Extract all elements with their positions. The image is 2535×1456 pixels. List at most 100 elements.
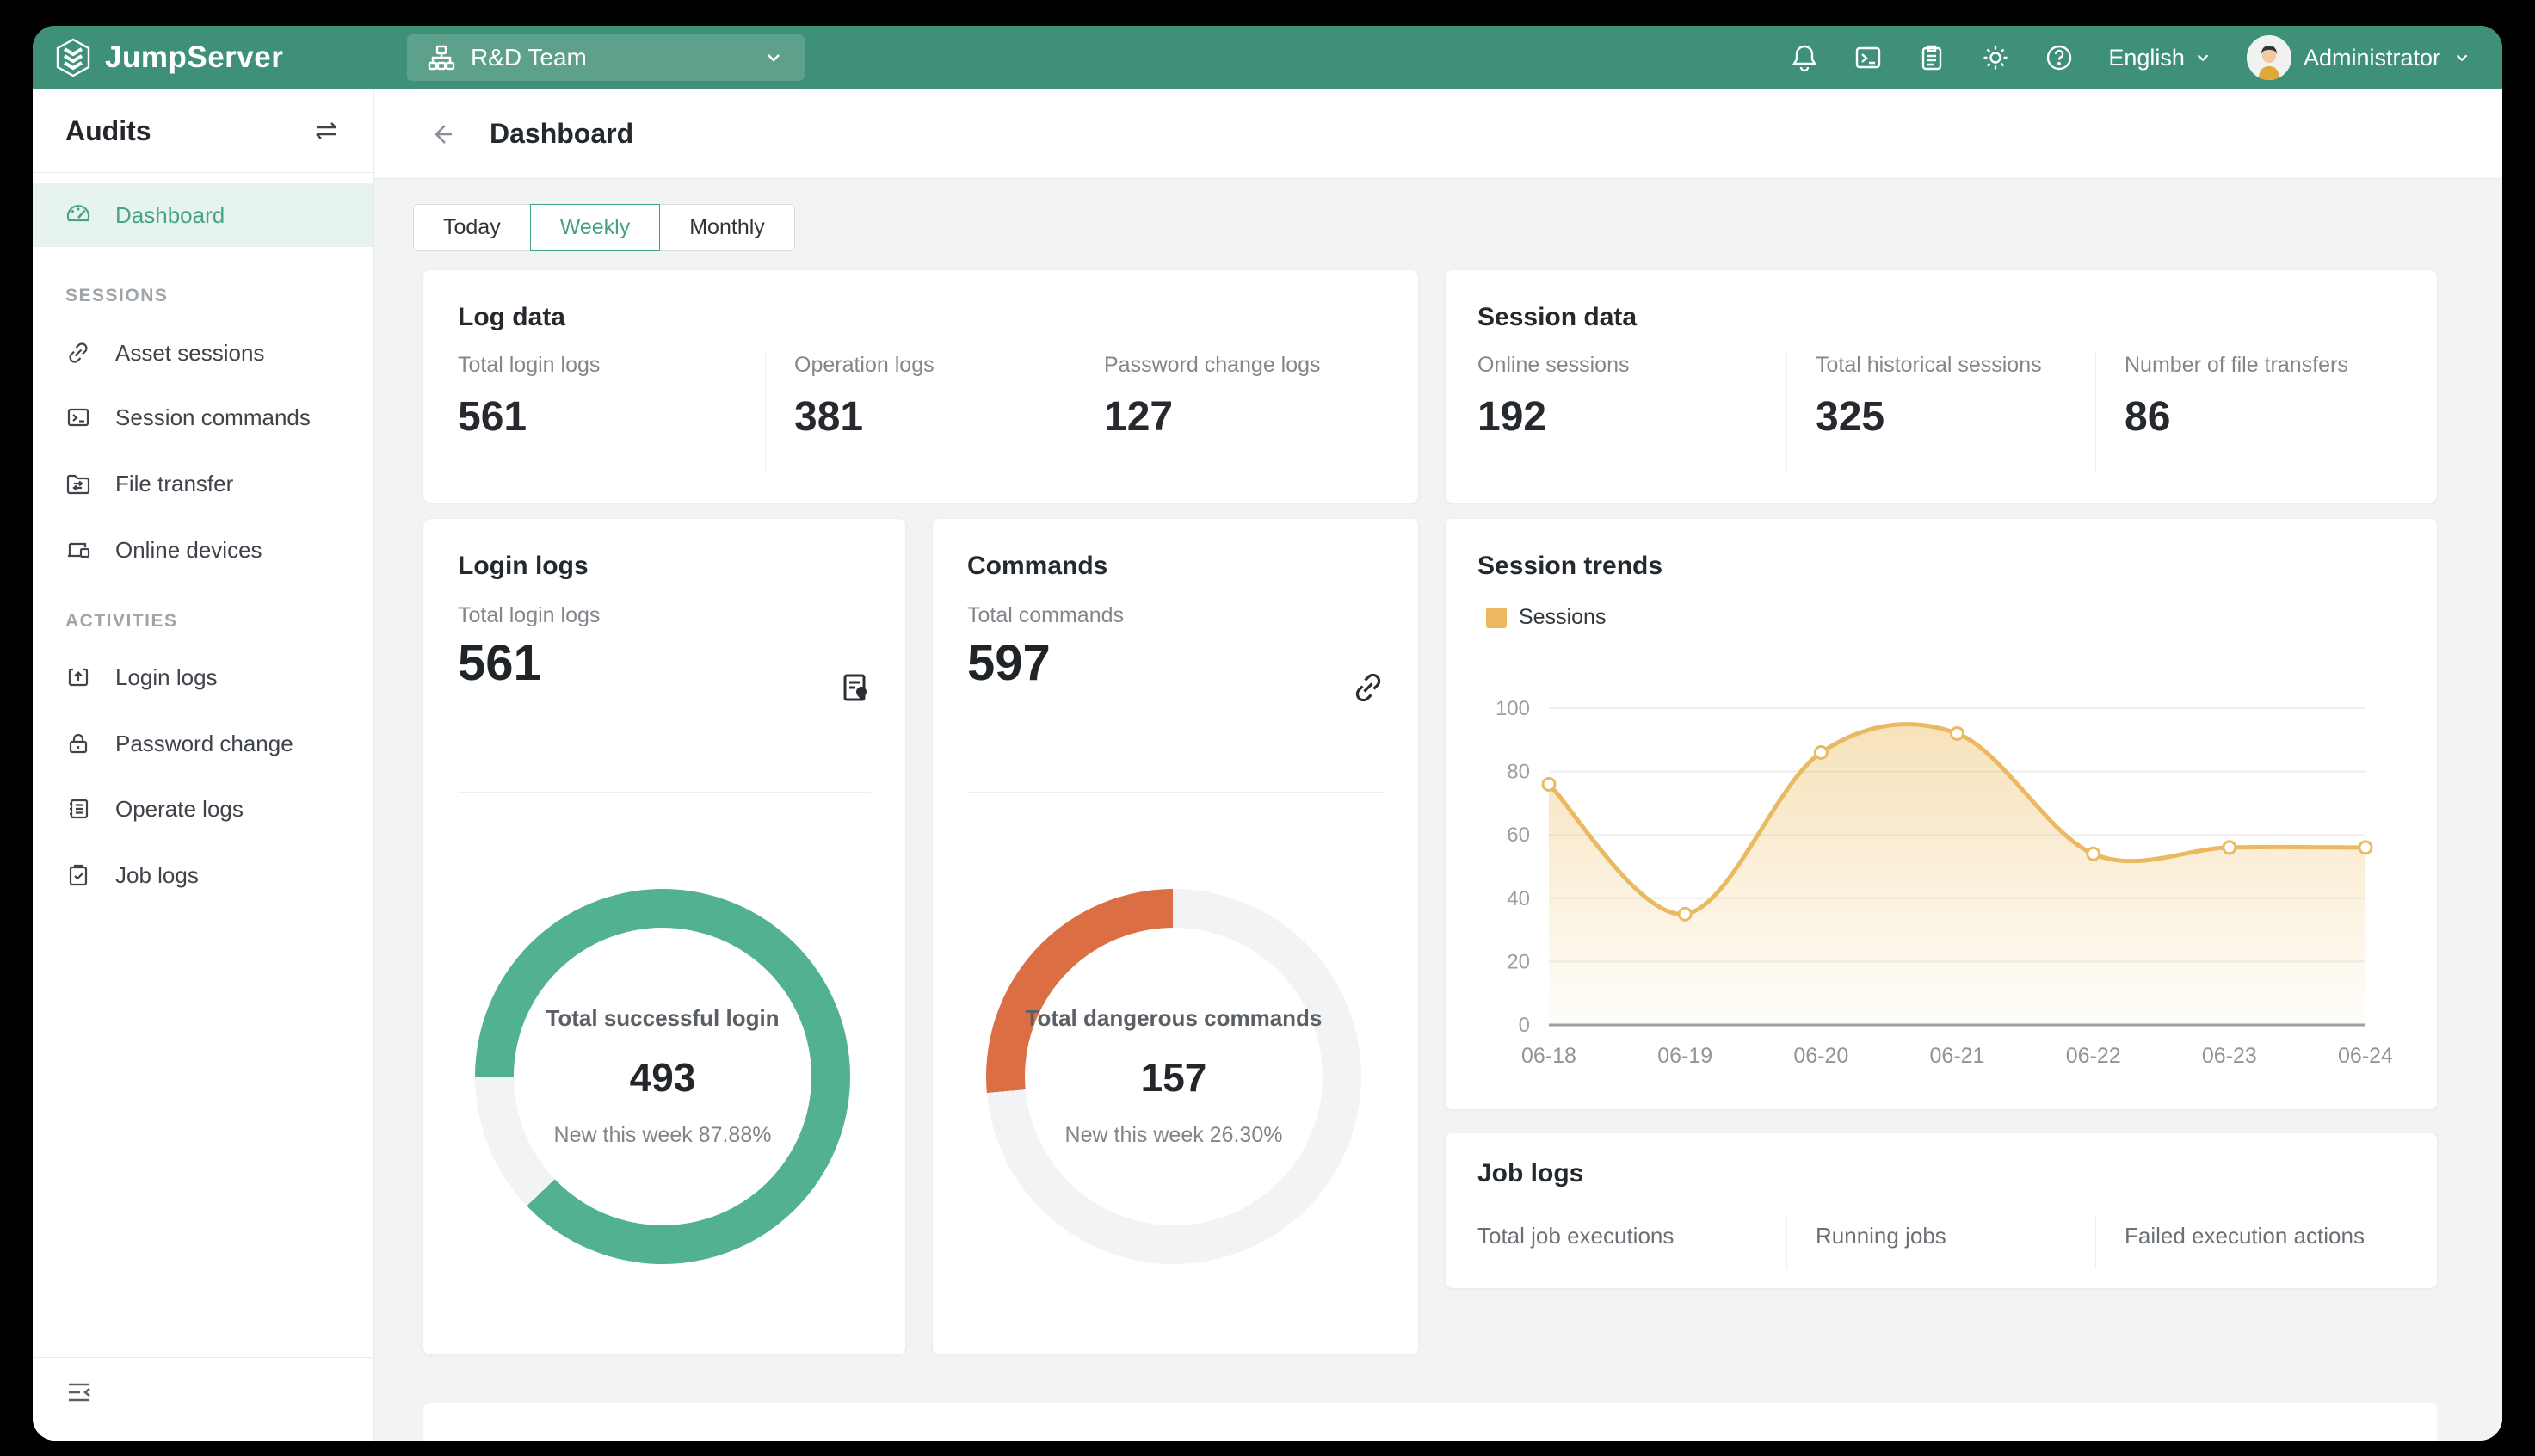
sidebar-item-dashboard[interactable]: Dashboard bbox=[33, 183, 373, 247]
back-arrow-icon[interactable] bbox=[428, 120, 457, 149]
sidebar-header: Audits bbox=[33, 89, 373, 172]
card-title: Session trends bbox=[1477, 552, 1663, 580]
sidebar-item-job-logs[interactable]: Job logs bbox=[33, 843, 373, 907]
svg-text:20: 20 bbox=[1507, 950, 1530, 973]
sidebar-item-online-devices[interactable]: Online devices bbox=[33, 518, 373, 582]
card-log-data: Log data Total login logs 561 Operation … bbox=[423, 270, 1418, 503]
tab-monthly[interactable]: Monthly bbox=[659, 204, 795, 251]
terminal-square-icon bbox=[67, 408, 89, 427]
divider bbox=[967, 792, 1384, 793]
sidebar-item-session-commands[interactable]: Session commands bbox=[33, 386, 373, 449]
tab-today[interactable]: Today bbox=[413, 204, 531, 251]
svg-text:0: 0 bbox=[1519, 1014, 1530, 1037]
svg-text:100: 100 bbox=[1496, 697, 1530, 720]
content: Today Weekly Monthly Log data Total logi… bbox=[374, 179, 2502, 1441]
documentation-icon[interactable] bbox=[1917, 43, 1946, 72]
user-name: Administrator bbox=[2303, 44, 2440, 71]
jumpserver-logo-icon bbox=[56, 38, 90, 77]
link-icon bbox=[69, 342, 88, 363]
card-session-trends: Session trends Sessions 0 20 40 60 80 100 06-1… bbox=[1446, 519, 2437, 1109]
web-terminal-icon[interactable] bbox=[1853, 43, 1883, 72]
sidebar-section-sessions: SESSIONS bbox=[65, 286, 169, 305]
sidebar-item-asset-sessions[interactable]: Asset sessions bbox=[33, 321, 373, 385]
stat-file-transfers: Number of file transfers 86 bbox=[2125, 353, 2348, 440]
sidebar-item-label: Online devices bbox=[115, 536, 262, 563]
svg-text:40: 40 bbox=[1507, 887, 1530, 910]
login-log-report-icon[interactable] bbox=[838, 670, 873, 705]
donut-center: Total dangerous commands 157 New this we… bbox=[1025, 1005, 1323, 1147]
donut-center: Total successful login 493 New this week… bbox=[546, 1005, 780, 1147]
stat-total-historical-sessions: Total historical sessions 325 bbox=[1816, 353, 2042, 440]
card-title: Commands bbox=[967, 552, 1108, 580]
lock-icon bbox=[69, 733, 88, 754]
topbar-actions: English Administrator bbox=[1790, 26, 2471, 89]
sidebar-item-password-change[interactable]: Password change bbox=[33, 712, 373, 775]
sidebar-item-label: Asset sessions bbox=[115, 339, 265, 366]
tab-weekly[interactable]: Weekly bbox=[529, 204, 661, 251]
language-selector[interactable]: English bbox=[2108, 45, 2212, 71]
collapse-sidebar-icon[interactable] bbox=[60, 1373, 98, 1411]
chevron-down-icon bbox=[2456, 54, 2468, 62]
card-commands: Commands Total commands 597 Total danger… bbox=[933, 519, 1418, 1354]
login-success-donut bbox=[475, 889, 850, 1264]
svg-text:06-21: 06-21 bbox=[1930, 1044, 1985, 1068]
sidebar-item-label: Login logs bbox=[115, 663, 218, 690]
stat-value: 597 bbox=[967, 635, 1051, 691]
stat-running-jobs: Running jobs bbox=[1816, 1223, 1946, 1249]
box-arrow-up-icon bbox=[68, 668, 89, 687]
switch-view-icon[interactable] bbox=[311, 116, 341, 145]
stat-label: Total commands bbox=[967, 603, 1125, 627]
svg-text:06-18: 06-18 bbox=[1521, 1044, 1576, 1068]
stat-operation-logs: Operation logs 381 bbox=[794, 353, 934, 440]
card-title: Session data bbox=[1477, 303, 1638, 331]
user-menu[interactable]: Administrator bbox=[2246, 35, 2471, 80]
sidebar-item-label: Session commands bbox=[115, 404, 311, 430]
stat-total-job-executions: Total job executions bbox=[1477, 1223, 1675, 1249]
divider bbox=[33, 172, 373, 173]
settings-gear-icon[interactable] bbox=[1981, 43, 2010, 72]
card-job-logs: Job logs Total job executions Running jo… bbox=[1446, 1133, 2437, 1288]
notification-bell-icon[interactable] bbox=[1790, 43, 1819, 72]
devices-icon bbox=[68, 542, 90, 558]
help-icon[interactable] bbox=[2045, 43, 2074, 72]
legend-label: Sessions bbox=[1519, 605, 1607, 629]
dangerous-commands-donut bbox=[986, 889, 1361, 1264]
stat-failed-execution-actions: Failed execution actions bbox=[2125, 1223, 2365, 1249]
divider bbox=[2095, 1216, 2096, 1269]
folder-transfer-icon bbox=[66, 474, 90, 495]
commands-link-icon[interactable] bbox=[1351, 670, 1385, 705]
brand-name: JumpServer bbox=[105, 40, 284, 74]
clipboard-check-icon bbox=[69, 864, 88, 886]
legend-swatch bbox=[1486, 607, 1507, 628]
page-title: Dashboard bbox=[490, 118, 634, 149]
sidebar-item-file-transfer[interactable]: File transfer bbox=[33, 452, 373, 515]
svg-text:60: 60 bbox=[1507, 824, 1530, 847]
svg-text:06-20: 06-20 bbox=[1793, 1044, 1848, 1068]
stat-online-sessions: Online sessions 192 bbox=[1477, 353, 1630, 440]
sidebar: Audits Dashboard SESSIONS Asset sessions bbox=[33, 89, 374, 1441]
svg-text:06-22: 06-22 bbox=[2066, 1044, 2121, 1068]
stat-password-change-logs: Password change logs 127 bbox=[1104, 353, 1321, 440]
divider bbox=[33, 1357, 373, 1358]
sidebar-section-activities: ACTIVITIES bbox=[65, 611, 178, 631]
stat-total-login-logs: Total login logs 561 bbox=[458, 353, 601, 440]
card-title: Job logs bbox=[1477, 1159, 1584, 1188]
card-login-logs: Login logs Total login logs 561 Total su… bbox=[423, 519, 905, 1354]
divider bbox=[2095, 353, 2096, 473]
sidebar-item-label: Password change bbox=[115, 730, 293, 756]
org-sitemap-icon bbox=[428, 45, 455, 71]
sidebar-item-operate-logs[interactable]: Operate logs bbox=[33, 777, 373, 841]
sidebar-item-label: Dashboard bbox=[115, 201, 225, 228]
org-label: R&D Team bbox=[471, 44, 587, 71]
sidebar-title: Audits bbox=[65, 114, 151, 146]
stat-value: 561 bbox=[458, 635, 541, 691]
divider bbox=[1786, 1216, 1787, 1269]
chart-legend-sessions[interactable]: Sessions bbox=[1486, 605, 1606, 630]
svg-text:06-19: 06-19 bbox=[1657, 1044, 1712, 1068]
org-selector[interactable]: R&D Team bbox=[407, 34, 805, 81]
card-title: Log data bbox=[458, 303, 565, 331]
sidebar-item-login-logs[interactable]: Login logs bbox=[33, 645, 373, 709]
period-tabs: Today Weekly Monthly bbox=[413, 204, 795, 251]
chevron-down-icon bbox=[768, 54, 780, 62]
language-label: English bbox=[2108, 44, 2185, 71]
